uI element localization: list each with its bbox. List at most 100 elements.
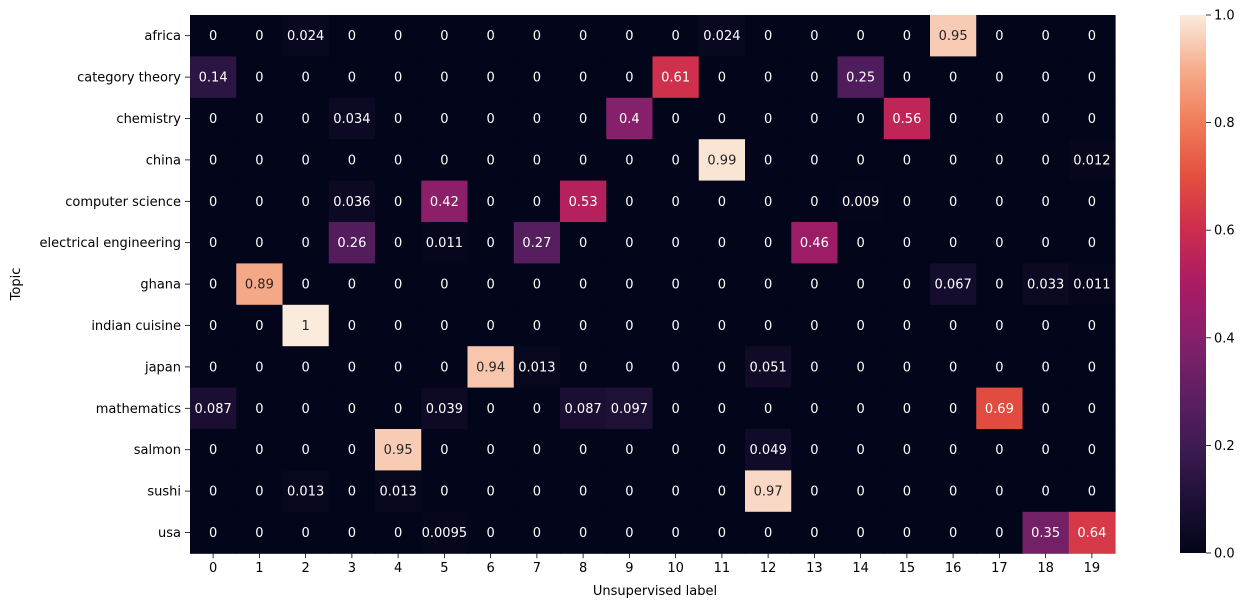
cell-value: 0 <box>533 153 541 168</box>
heatmap-cell <box>698 139 746 182</box>
cell-value: 0 <box>671 443 679 458</box>
heatmap-cell <box>467 387 515 430</box>
cell-value: 0 <box>856 526 864 541</box>
cell-value: 0 <box>579 29 587 44</box>
heatmap-cell <box>560 511 607 554</box>
heatmap-cells <box>190 15 1116 554</box>
heatmap-cell <box>375 304 422 347</box>
cell-value: 0.25 <box>846 71 875 86</box>
heatmap-cell <box>328 511 376 554</box>
heatmap-cell <box>375 470 422 513</box>
heatmap-cell <box>190 511 237 554</box>
cell-value: 0 <box>255 29 263 44</box>
heatmap-cell <box>421 346 469 389</box>
cell-value: 0 <box>301 71 309 86</box>
cell-value: 0 <box>579 485 587 500</box>
cell-value: 0 <box>995 236 1003 251</box>
cell-value: 0 <box>255 153 263 168</box>
y-axis: africa category theory chemistry china compu… <box>40 29 190 541</box>
heatmap-cell <box>883 387 931 430</box>
cell-value: 0 <box>856 360 864 375</box>
heatmap-cell <box>791 346 839 389</box>
cell-value: 0 <box>348 526 356 541</box>
cell-value: 0 <box>1088 195 1096 210</box>
cell-value: 0.097 <box>611 402 648 417</box>
cell-value: 0 <box>579 112 587 127</box>
cell-value: 0.94 <box>476 360 505 375</box>
cell-value: 0 <box>486 236 494 251</box>
cell-value: 0.69 <box>985 402 1014 417</box>
heatmap-cell <box>976 97 1024 140</box>
cell-value: 0 <box>255 236 263 251</box>
heatmap-cell <box>328 429 376 471</box>
cell-value: 0.012 <box>1073 153 1110 168</box>
cell-value: 0 <box>486 195 494 210</box>
heatmap-cell <box>883 511 931 554</box>
heatmap-cell <box>698 97 746 140</box>
y-tick-label: china <box>146 153 181 168</box>
heatmap-cell <box>976 511 1024 554</box>
cell-value: 0 <box>903 278 911 293</box>
heatmap-cell <box>236 139 284 182</box>
cell-value: 0 <box>903 402 911 417</box>
heatmap-cell <box>930 511 977 554</box>
y-tick-label: africa <box>144 29 181 44</box>
heatmap-cell <box>930 15 977 57</box>
heatmap-cell <box>328 346 376 389</box>
cell-value: 0 <box>856 402 864 417</box>
heatmap-cell <box>652 180 700 223</box>
heatmap-cell <box>883 263 931 306</box>
heatmap-cell <box>467 139 515 182</box>
heatmap-cell <box>745 470 792 513</box>
heatmap-cell <box>837 139 885 182</box>
cell-value: 0 <box>533 278 541 293</box>
cell-value: 0 <box>625 29 633 44</box>
heatmap-cell <box>1068 387 1116 430</box>
heatmap-cell <box>606 180 654 223</box>
cell-value: 0 <box>949 195 957 210</box>
cell-value: 0 <box>810 526 818 541</box>
cell-value: 0 <box>579 360 587 375</box>
heatmap-cell <box>282 429 330 471</box>
cell-value: 0 <box>301 360 309 375</box>
heatmap-cell <box>745 263 792 306</box>
cell-value: 0 <box>718 443 726 458</box>
heatmap-cell <box>190 263 237 306</box>
cell-value: 0 <box>995 319 1003 334</box>
heatmap-cell <box>236 470 284 513</box>
y-tick-label: ghana <box>140 278 181 293</box>
heatmap-cell <box>375 263 422 306</box>
cell-value: 0 <box>810 402 818 417</box>
heatmap-cell <box>976 222 1024 264</box>
cell-value: 0 <box>995 112 1003 127</box>
heatmap-cell <box>1022 56 1070 99</box>
cell-value: 0 <box>995 71 1003 86</box>
heatmap-cell <box>236 56 284 99</box>
heatmap-cell <box>190 304 237 347</box>
heatmap-cell <box>698 511 746 554</box>
cell-value: 0 <box>533 195 541 210</box>
heatmap-cell <box>421 470 469 513</box>
cell-value: 0 <box>348 153 356 168</box>
heatmap-cell <box>745 97 792 140</box>
cell-value: 0 <box>764 112 772 127</box>
heatmap-cell <box>791 429 839 471</box>
heatmap-cell <box>513 15 561 57</box>
x-tick-label: 16 <box>945 561 962 576</box>
heatmap-cell <box>236 97 284 140</box>
cell-value: 0 <box>255 112 263 127</box>
heatmap-cell <box>698 304 746 347</box>
heatmap-cell <box>652 304 700 347</box>
cell-value: 0 <box>348 360 356 375</box>
heatmap-cell <box>513 263 561 306</box>
cell-value: 0 <box>486 71 494 86</box>
colorbar-tick-label: 0.0 <box>1214 547 1235 562</box>
heatmap-cell <box>837 56 885 99</box>
cell-value: 0 <box>209 360 217 375</box>
heatmap-cell <box>421 511 469 554</box>
cell-value: 0 <box>856 29 864 44</box>
heatmap-cell <box>513 470 561 513</box>
heatmap-cell <box>236 429 284 471</box>
cell-value: 0 <box>209 29 217 44</box>
x-tick-label: 10 <box>667 561 684 576</box>
